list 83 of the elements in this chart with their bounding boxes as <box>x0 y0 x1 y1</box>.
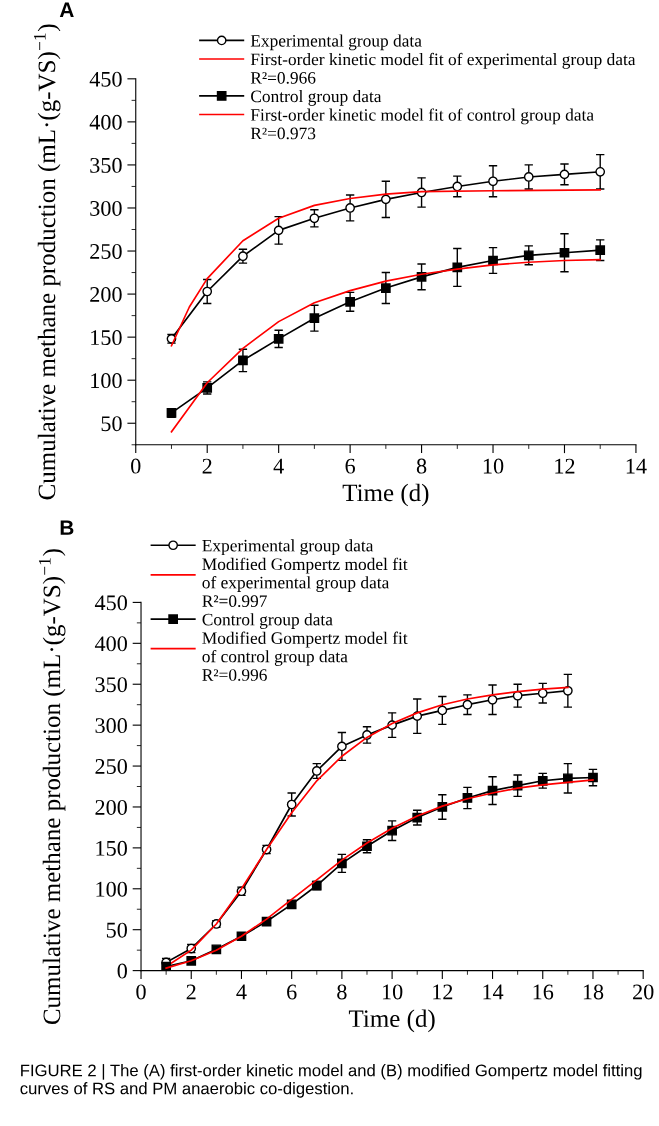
legend-label: Modified Gompertz model fit of experimental group data <box>202 557 408 593</box>
y-tick-label: 0 <box>117 963 127 979</box>
point <box>523 172 534 182</box>
point <box>337 741 347 752</box>
text: A <box>59 2 74 17</box>
y-tick-label: 350 <box>90 157 122 173</box>
legend-label: Control group data <box>251 89 382 106</box>
x-tick-label: 6 <box>287 984 297 1000</box>
point <box>595 245 606 256</box>
annotation: R²=0.996 <box>202 669 267 681</box>
y-tick-label: 250 <box>90 243 122 259</box>
x-tick-label: 12 <box>555 458 575 474</box>
y-tick-label: 450 <box>89 71 122 87</box>
x-tick-label: 10 <box>483 458 504 474</box>
point <box>562 685 573 696</box>
x-tick-label: 20 <box>633 984 654 1000</box>
point <box>380 194 391 205</box>
y-tick-label: 350 <box>95 677 127 693</box>
point <box>345 296 355 307</box>
annotation: R²=0.997 <box>202 595 267 608</box>
x-tick-label: 2 <box>202 458 212 474</box>
y-tick-label: 300 <box>90 200 122 216</box>
caption: FIGURE 2 | The (A) first-order kinetic model and (B) modified Gompertz model fitting curves of RS and PM anaerobic co-digestion. <box>20 1064 642 1098</box>
y-tick-label: 400 <box>94 636 127 652</box>
x-tick-label: 10 <box>382 984 403 1000</box>
point <box>345 203 355 213</box>
y-tick-label: 50 <box>101 416 122 432</box>
point <box>487 694 498 705</box>
x-axis-title: Time (d) <box>342 483 429 507</box>
point <box>238 355 248 366</box>
text: B <box>60 520 74 535</box>
point <box>273 225 284 236</box>
point <box>311 766 322 776</box>
point <box>462 699 473 710</box>
y-tick-label: 250 <box>95 758 127 774</box>
point <box>488 176 498 187</box>
point <box>559 247 570 258</box>
y-tick-label: 150 <box>96 840 127 856</box>
legend-label: First-order kinetic model fit of control group data <box>250 108 594 125</box>
point <box>380 283 391 293</box>
x-tick-label: 8 <box>416 458 427 474</box>
point <box>437 705 448 716</box>
point <box>559 169 570 180</box>
y-tick-label: 400 <box>89 114 122 130</box>
x-tick-label: 4 <box>273 458 284 474</box>
x-tick-label: 16 <box>533 984 554 1000</box>
x-tick-label: 4 <box>236 984 247 1000</box>
x-tick-label: 0 <box>136 984 146 1000</box>
point <box>523 250 534 261</box>
y-tick-label: 300 <box>95 718 127 734</box>
y-tick-label: 150 <box>91 330 122 346</box>
annotation: R²=0.966 <box>250 72 316 84</box>
y-tick-label: 200 <box>95 799 127 815</box>
x-tick-label: 0 <box>131 458 141 474</box>
y-tick-label: 450 <box>94 595 127 611</box>
y-tick-label: 50 <box>106 922 127 938</box>
y-axis-title: Cumulative methane production (mL·(g-VS)$^{−1}$) <box>38 549 66 1025</box>
legend-label: Modified Gompertz model fit of control group data <box>202 631 408 666</box>
point <box>166 408 177 418</box>
point <box>309 313 320 324</box>
legend-label: Experimental group data <box>250 34 422 51</box>
point <box>286 899 297 910</box>
point <box>202 286 213 297</box>
y-axis-title: Cumulative methane production (mL·(g-VS)$^{−1}$) <box>33 24 61 500</box>
annotation: R²=0.973 <box>250 127 316 140</box>
point <box>595 166 606 177</box>
y-tick-label: 100 <box>96 881 127 897</box>
x-tick-label: 2 <box>186 984 196 1000</box>
x-tick-label: 14 <box>626 458 647 474</box>
y-tick-label: 100 <box>91 373 122 389</box>
x-tick-label: 14 <box>483 984 504 1000</box>
y-tick-label: 200 <box>90 287 122 303</box>
point <box>309 213 320 224</box>
legend-label: Control group data <box>202 613 333 629</box>
legend-label: First-order kinetic model fit of experimental group data <box>250 52 636 69</box>
x-tick-label: 8 <box>337 984 347 1000</box>
x-tick-label: 6 <box>345 458 356 474</box>
x-tick-label: 18 <box>583 984 604 1000</box>
x-tick-label: 12 <box>433 984 453 1000</box>
point <box>273 333 284 344</box>
x-axis-title: Time (d) <box>348 1009 435 1033</box>
point <box>286 799 297 810</box>
legend-label: Experimental group data <box>202 539 374 556</box>
